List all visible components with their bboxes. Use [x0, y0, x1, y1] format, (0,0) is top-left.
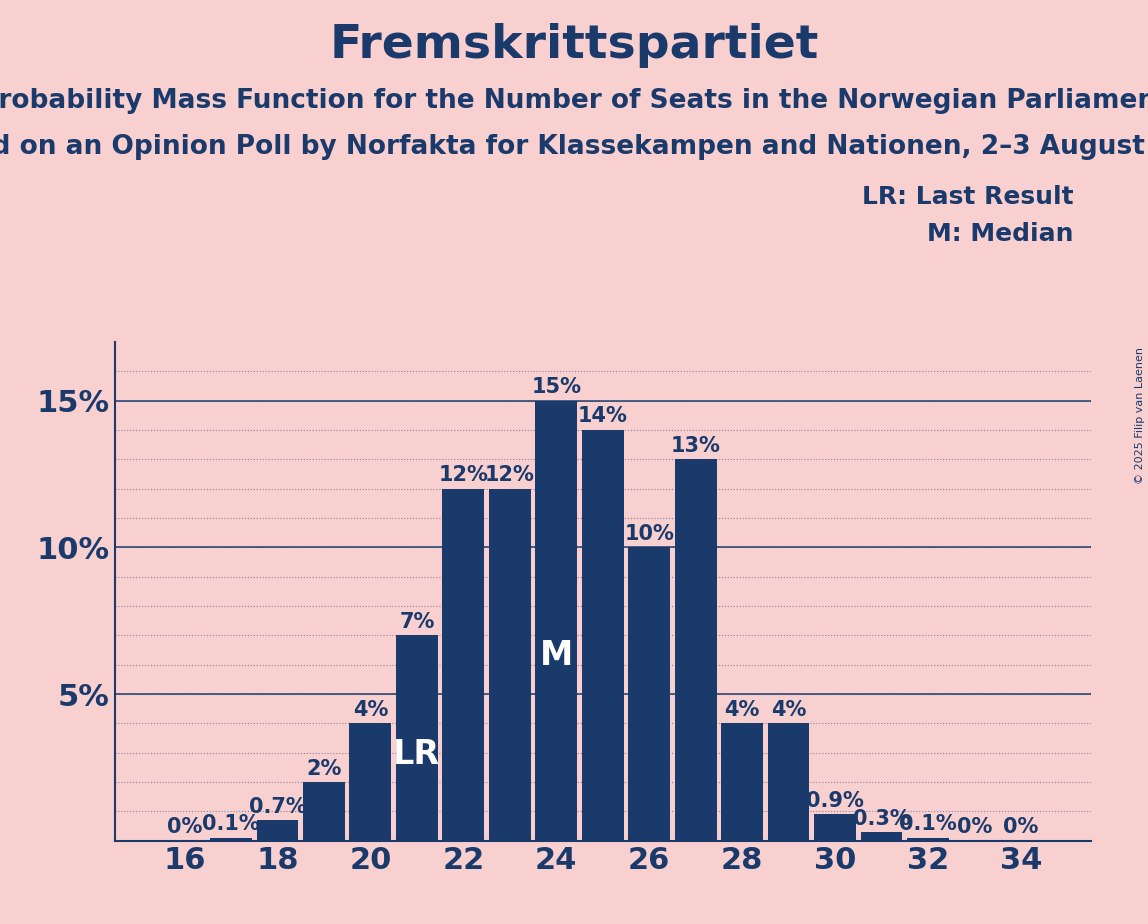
- Bar: [628, 547, 670, 841]
- Text: Fremskrittspartiet: Fremskrittspartiet: [329, 23, 819, 68]
- Text: 0.3%: 0.3%: [853, 808, 910, 829]
- Text: 14%: 14%: [577, 407, 628, 426]
- Text: © 2025 Filip van Laenen: © 2025 Filip van Laenen: [1135, 347, 1145, 484]
- Text: 12%: 12%: [484, 465, 535, 485]
- Text: 0.1%: 0.1%: [899, 814, 956, 834]
- Text: 4%: 4%: [352, 699, 388, 720]
- Bar: [303, 782, 344, 841]
- Bar: [907, 838, 949, 841]
- Text: 0%: 0%: [1003, 818, 1039, 837]
- Text: Based on an Opinion Poll by Norfakta for Klassekampen and Nationen, 2–3 August 2: Based on an Opinion Poll by Norfakta for…: [0, 134, 1148, 160]
- Text: 7%: 7%: [400, 612, 435, 632]
- Bar: [535, 401, 577, 841]
- Bar: [210, 838, 251, 841]
- Bar: [675, 459, 716, 841]
- Text: LR: LR: [394, 738, 441, 771]
- Bar: [396, 636, 437, 841]
- Bar: [442, 489, 484, 841]
- Text: Probability Mass Function for the Number of Seats in the Norwegian Parliament: Probability Mass Function for the Number…: [0, 88, 1148, 114]
- Text: 0.9%: 0.9%: [806, 791, 864, 811]
- Text: M: Median: M: Median: [926, 222, 1073, 246]
- Text: 13%: 13%: [670, 436, 721, 456]
- Text: 2%: 2%: [307, 759, 342, 779]
- Text: 0.1%: 0.1%: [202, 814, 259, 834]
- Text: 0%: 0%: [956, 818, 992, 837]
- Text: 0%: 0%: [166, 818, 202, 837]
- Text: 4%: 4%: [724, 699, 760, 720]
- Text: 12%: 12%: [439, 465, 488, 485]
- Text: 4%: 4%: [770, 699, 806, 720]
- Bar: [814, 814, 856, 841]
- Bar: [582, 430, 623, 841]
- Bar: [861, 832, 902, 841]
- Bar: [349, 723, 391, 841]
- Text: M: M: [540, 639, 573, 673]
- Bar: [489, 489, 530, 841]
- Bar: [768, 723, 809, 841]
- Text: 15%: 15%: [532, 377, 581, 397]
- Text: 10%: 10%: [625, 524, 674, 544]
- Text: LR: Last Result: LR: Last Result: [862, 185, 1073, 209]
- Bar: [256, 821, 298, 841]
- Text: 0.7%: 0.7%: [249, 796, 307, 817]
- Bar: [721, 723, 763, 841]
